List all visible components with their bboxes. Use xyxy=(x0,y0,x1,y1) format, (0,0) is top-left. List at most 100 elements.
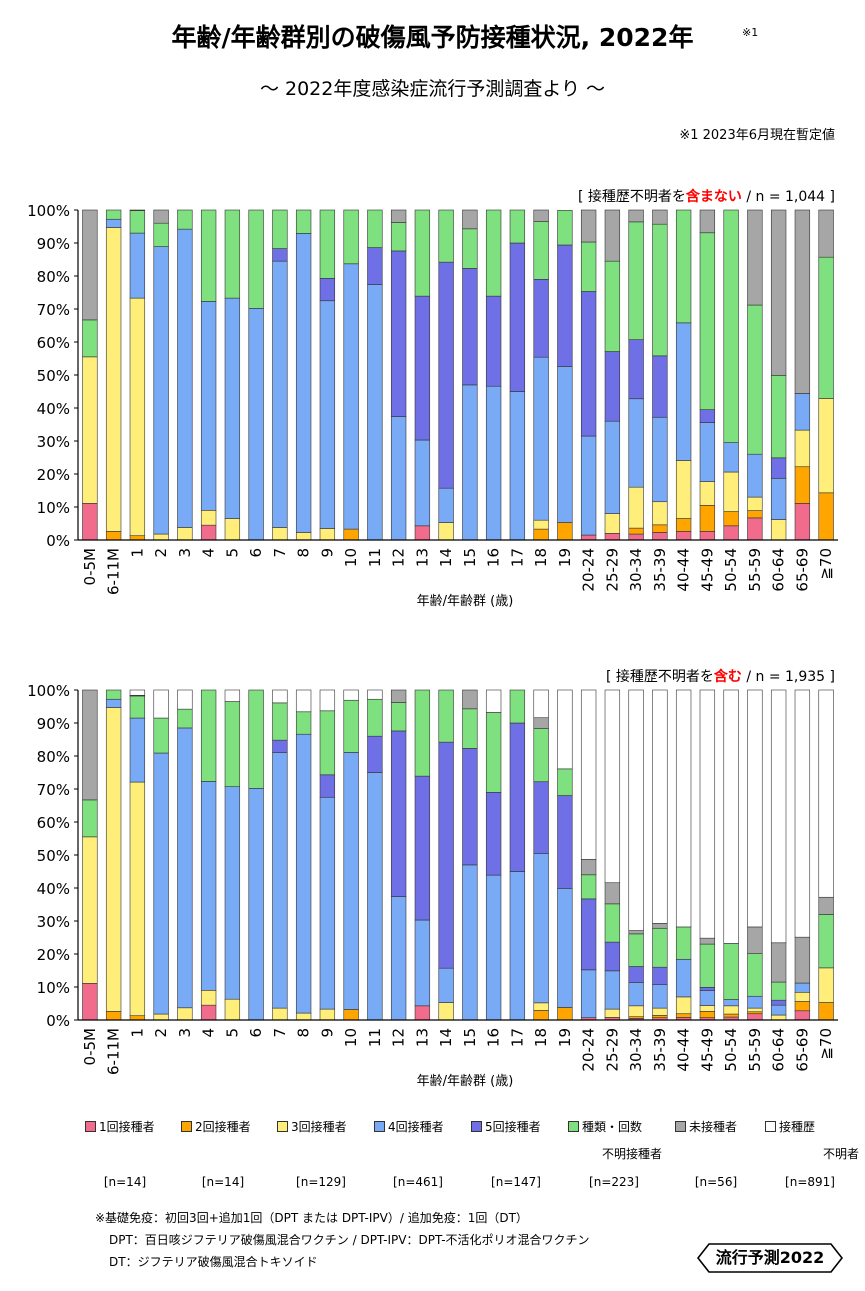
bar-segment xyxy=(604,209,621,262)
bar-segment xyxy=(675,460,692,519)
legend-item-history-unknown: 接種歴 不明者 xyxy=(765,1118,865,1162)
legend-n-dose2: [n=14] xyxy=(201,1175,245,1189)
bar-segment xyxy=(770,1014,787,1021)
footnote-dt: DT：ジフテリア破傷風混合トキソイド xyxy=(109,1255,318,1269)
bar-segment xyxy=(438,261,454,489)
bar-segment xyxy=(153,1013,169,1021)
x-tick-label: 35-39 xyxy=(651,548,669,592)
y-tick-label: 60% xyxy=(37,334,70,352)
bar-segment xyxy=(652,501,668,526)
bar-segment xyxy=(604,941,621,972)
bar-segment xyxy=(82,689,98,801)
bar-segment xyxy=(747,453,763,498)
legend-label: 5回接種者 xyxy=(485,1120,541,1134)
bar-segment xyxy=(723,1005,739,1015)
bar-segment xyxy=(272,260,288,528)
bar-segment xyxy=(533,717,549,729)
provisional-note: ※1 2023年6月現在暫定値 xyxy=(679,128,835,143)
x-tick-label: 14 xyxy=(437,548,455,567)
bar-segment xyxy=(794,503,811,541)
bar-segment xyxy=(818,209,834,258)
bar-segment xyxy=(462,748,478,866)
bar-segment xyxy=(747,926,763,954)
bar-segment xyxy=(699,943,716,988)
bar-segment xyxy=(319,774,336,798)
bar-segment xyxy=(153,222,169,247)
bar-segment xyxy=(438,487,454,523)
bar-segment xyxy=(604,420,621,514)
legend-n-dose1: [n=14] xyxy=(103,1175,147,1189)
bar-segment xyxy=(628,1005,644,1017)
bar-segment xyxy=(438,522,454,541)
bar-segment xyxy=(390,896,407,1021)
chart-header-prefix: [ 接種歴不明者を xyxy=(606,668,714,685)
bar-segment xyxy=(129,689,146,696)
legend-swatch xyxy=(85,1121,96,1132)
bar-segment xyxy=(818,1002,834,1021)
bar-segment xyxy=(367,735,383,773)
bar-segment xyxy=(747,953,763,997)
x-tick-label: 3 xyxy=(176,548,194,558)
bar-segment xyxy=(177,689,193,710)
legend-label: 未接種者 xyxy=(689,1120,738,1134)
bar-segment xyxy=(557,210,573,246)
bar-segment xyxy=(295,711,312,735)
bar-segment xyxy=(319,209,336,279)
bar-segment xyxy=(747,995,763,1009)
bar-segment xyxy=(533,1010,549,1021)
bar-segment xyxy=(82,836,98,984)
bar-segment xyxy=(153,752,169,1015)
bar-segment xyxy=(462,228,478,269)
bar-segment xyxy=(414,919,431,1007)
bar-segment xyxy=(272,527,288,541)
legend-label-line2: 不明接種者 xyxy=(601,1147,662,1161)
bar-segment xyxy=(82,799,98,838)
legend: 1回接種者 2回接種者 3回接種者 4回接種者 5回接種者 種類・回数 不明接種… xyxy=(85,1118,859,1198)
x-tick-label: 7 xyxy=(271,1028,289,1038)
x-tick-label: 6-11M xyxy=(105,548,123,595)
x-tick-label: 30-34 xyxy=(627,1028,645,1072)
bar-segment xyxy=(604,533,621,541)
bar-segment xyxy=(177,1007,193,1021)
bar-segment xyxy=(295,532,312,541)
bar-segment xyxy=(652,689,668,924)
bar-segment xyxy=(818,896,834,915)
y-tick-label: 50% xyxy=(37,847,70,865)
bar-segment xyxy=(153,246,169,535)
bar-segment xyxy=(747,689,763,928)
bar-segment xyxy=(747,510,763,519)
bar-segment xyxy=(485,874,502,1021)
bar-segment xyxy=(652,355,668,418)
bar-segment xyxy=(367,698,383,737)
x-tick-label: 14 xyxy=(437,1028,455,1047)
x-tick-label: 15 xyxy=(461,1028,479,1047)
bar-segment xyxy=(604,260,621,352)
bar-segment xyxy=(770,375,787,459)
bar-segment xyxy=(82,209,98,321)
y-tick-label: 100% xyxy=(27,682,70,700)
footnote-schedule: ※基礎免疫：初回3回+追加1回（DPT または DPT-IPV）/ 追加免疫：1… xyxy=(95,1211,528,1225)
bar-segment xyxy=(485,689,502,713)
x-tick-label: 17 xyxy=(508,1028,526,1047)
x-tick-label: 2 xyxy=(152,1028,170,1038)
badge-text: 流行予測2022 xyxy=(715,1248,825,1267)
bar-segment xyxy=(272,209,288,249)
bar-segment xyxy=(747,1007,763,1013)
bar-segment xyxy=(604,970,621,1010)
bar-segment xyxy=(580,534,597,541)
bar-segment xyxy=(770,477,787,520)
legend-item-unknown-type: 種類・回数 不明接種者 xyxy=(568,1118,668,1162)
bar-segment xyxy=(343,699,359,753)
y-tick-label: 40% xyxy=(37,880,70,898)
x-tick-label: 45-49 xyxy=(698,548,716,592)
bar-segment xyxy=(462,708,478,749)
x-tick-label: ≧70 xyxy=(817,1028,835,1060)
chart-title: 年齢/年齢群別の破傷風予防接種状況, 2022年 ※1 xyxy=(0,18,865,54)
bar-segment xyxy=(367,209,383,248)
bar-segment xyxy=(794,936,811,984)
x-axis-title: 年齢/年齢群 (歳) xyxy=(417,594,514,609)
bar-segment xyxy=(485,295,502,387)
x-tick-label: 40-44 xyxy=(675,548,693,592)
bar-segment xyxy=(153,717,169,754)
bar-segment xyxy=(652,416,668,503)
